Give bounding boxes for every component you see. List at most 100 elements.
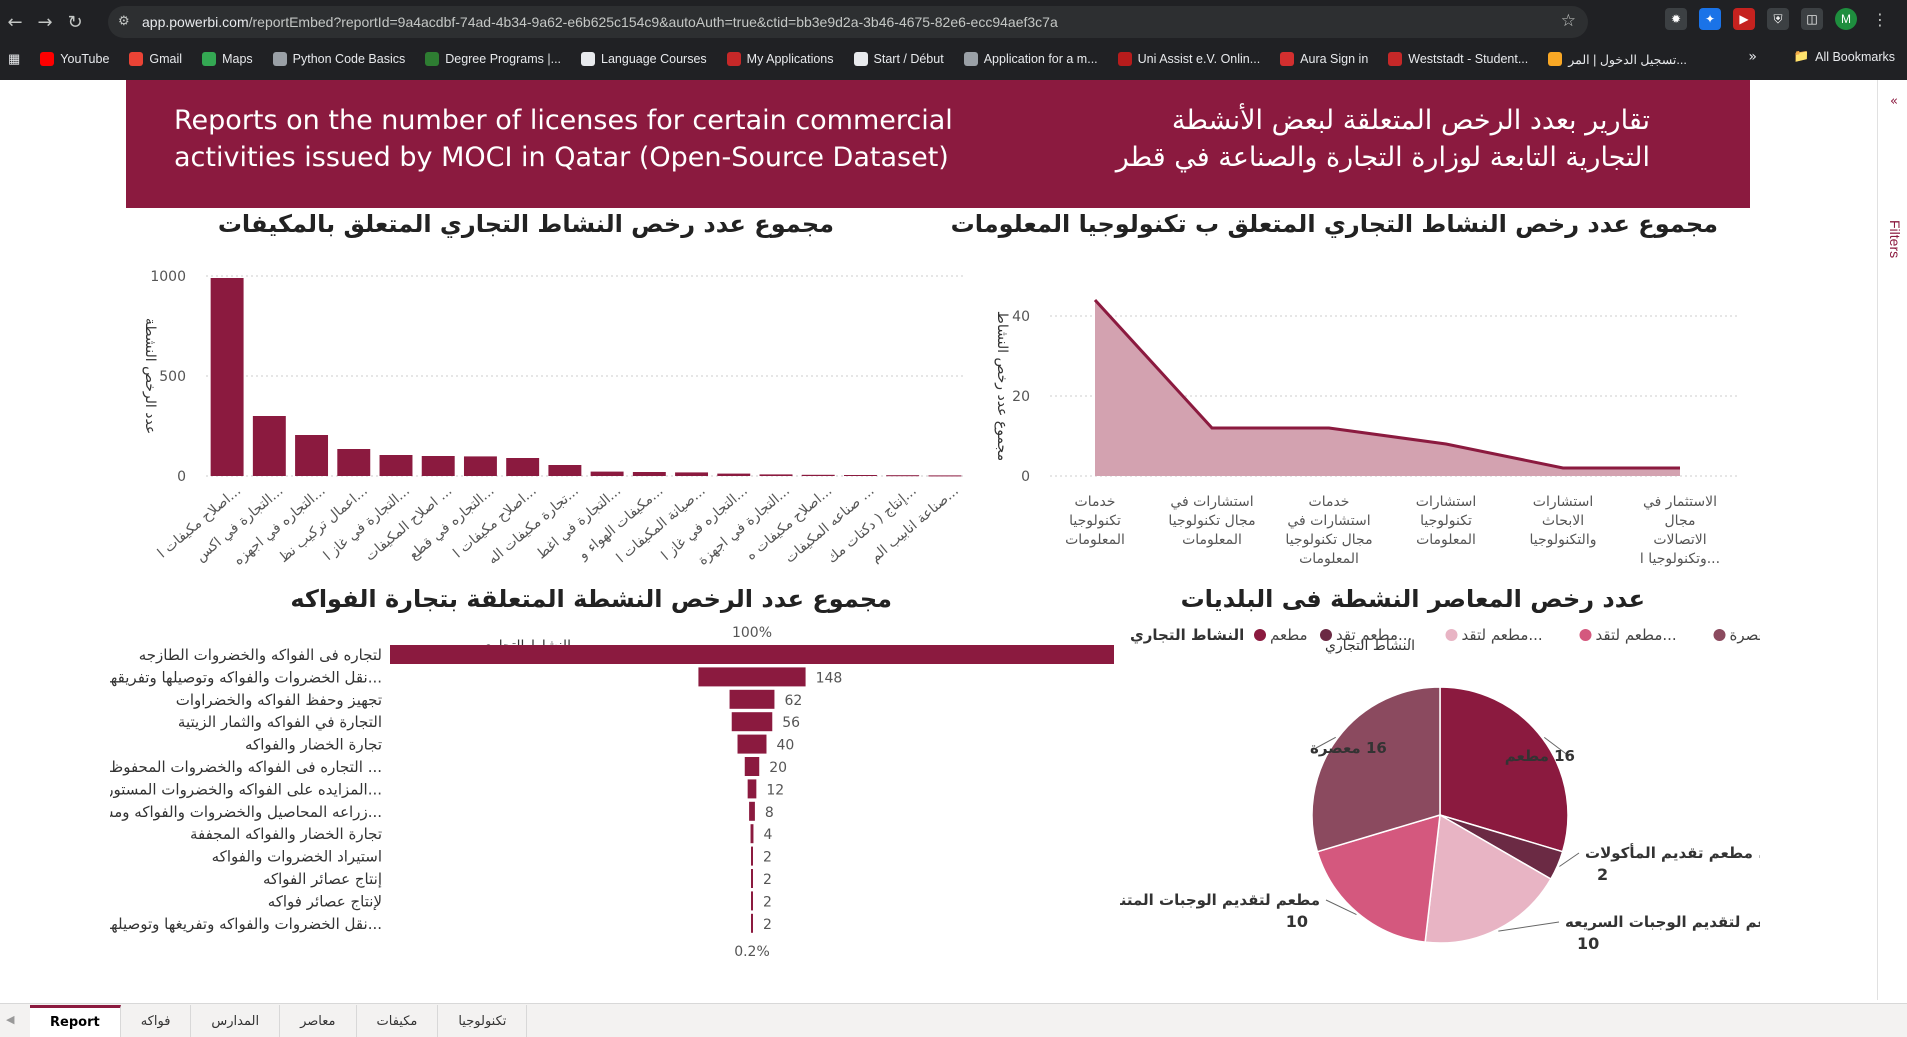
- funnel-category-label: تجهيز وحفظ الفواكه والخضراوات: [176, 691, 382, 709]
- bookmark-item[interactable]: تسجيل الدخول | المر...: [1540, 49, 1695, 70]
- address-bar[interactable]: ⚙ app.powerbi.com/reportEmbed?reportId=9…: [108, 6, 1588, 38]
- extensions: ✹ ✦ ▶ ⛨ ◫ M ⋮: [1665, 8, 1891, 30]
- funnel-value-label: 12: [766, 782, 784, 798]
- area-chart[interactable]: 0 20 40 خدمات تكنولوجيا المعلومات استشارات في م…: [980, 248, 1740, 668]
- bookmark-favicon-icon: [581, 52, 596, 66]
- bookmark-favicon-icon: [1388, 52, 1403, 66]
- bookmark-item[interactable]: Aura Sign in: [1272, 49, 1376, 70]
- bookmark-star-icon[interactable]: ☆: [1560, 11, 1576, 30]
- bar: [337, 449, 371, 476]
- bookmark-item[interactable]: Weststadt - Student...: [1380, 49, 1536, 70]
- extension-icon[interactable]: ▶: [1733, 8, 1755, 30]
- bookmark-label: Start / Début: [873, 52, 944, 66]
- pie-chart[interactable]: النشاط التجاري مطعم مطعم تقد... مطعم لتقد..…: [1120, 625, 1760, 1005]
- bookmark-favicon-icon: [272, 52, 287, 66]
- bar: [717, 473, 751, 476]
- bar: [801, 474, 835, 476]
- chevron-right-icon[interactable]: »: [1748, 49, 1757, 65]
- extension-icon[interactable]: ✦: [1699, 8, 1721, 30]
- bar: [295, 435, 329, 476]
- bookmark-item[interactable]: Python Code Basics: [265, 49, 414, 70]
- filters-label[interactable]: Filters: [1887, 220, 1903, 259]
- funnel-category-label: التجاره فى الفواكه والخضروات المحفوظه ..…: [110, 758, 382, 776]
- collapse-arrow-icon[interactable]: «: [1890, 94, 1898, 109]
- area-chart-title: مجموع عدد رخص النشاط التجاري المتعلق ب ت…: [950, 210, 1718, 238]
- bookmark-item[interactable]: My Applications: [719, 49, 842, 70]
- bookmark-item[interactable]: YouTube: [32, 49, 117, 70]
- funnel-bar: [390, 645, 1114, 664]
- pie-slice-label: 16 معصرة: [1310, 739, 1387, 757]
- y-tick-label: 0: [177, 469, 186, 485]
- bookmark-item[interactable]: Language Courses: [573, 49, 715, 70]
- bookmark-item[interactable]: Start / Début: [846, 49, 952, 70]
- tab-scroll-left-icon[interactable]: ◀: [6, 1013, 15, 1026]
- bookmark-item[interactable]: Maps: [194, 49, 261, 70]
- funnel-value-label: 148: [816, 670, 843, 686]
- x-tick-label: استشارات تكنولوجيا المعلومات: [1416, 494, 1476, 548]
- funnel-category-label: استيراد الخضروات والفواكه: [212, 848, 382, 866]
- legend-swatch: [1320, 629, 1332, 641]
- pie-slice-label: 16 مطعم: [1505, 747, 1575, 765]
- extension-icon[interactable]: ✹: [1665, 8, 1687, 30]
- bar: [590, 471, 624, 476]
- area-line: [1093, 298, 1680, 470]
- bookmarks-bar: ▦ YouTube Gmail Maps Python Code Basics Degr…: [0, 46, 1907, 72]
- puzzle-icon[interactable]: ◫: [1801, 8, 1823, 30]
- bookmark-label: Degree Programs |...: [445, 52, 562, 66]
- page-tab[interactable]: المدارس: [191, 1005, 281, 1037]
- bookmark-label: Weststadt - Student...: [1408, 52, 1529, 66]
- bookmark-label: Aura Sign in: [1300, 52, 1369, 66]
- page-tab[interactable]: Report: [30, 1005, 121, 1037]
- pie-slice-value: 2: [1597, 865, 1608, 884]
- bar: [843, 475, 877, 476]
- funnel-value-label: 2: [763, 850, 772, 866]
- legend-swatch: [1579, 629, 1592, 641]
- back-icon[interactable]: ←: [7, 11, 23, 33]
- funnel-bar: [731, 712, 773, 732]
- bookmark-favicon-icon: [129, 52, 144, 66]
- all-bookmarks[interactable]: 📁 All Bookmarks: [1793, 49, 1895, 64]
- funnel-category-label: زراعه المحاصيل والخضروات والفواكه ومشا..…: [110, 803, 382, 821]
- bar: [632, 472, 666, 476]
- bar: [379, 455, 413, 476]
- legend-label: مطعم: [1270, 626, 1308, 644]
- bar: [928, 475, 962, 477]
- funnel-bar: [729, 689, 775, 709]
- avatar[interactable]: M: [1835, 8, 1857, 30]
- reload-icon[interactable]: ↻: [67, 11, 83, 33]
- page-tab[interactable]: مكيفات: [357, 1005, 439, 1037]
- bookmark-item[interactable]: Gmail: [121, 49, 190, 70]
- funnel-bar: [749, 801, 755, 821]
- bookmark-favicon-icon: [853, 52, 868, 66]
- funnel-chart[interactable]: 100% لتجاره فى الفواكه والخضروات الطازجه ن…: [110, 625, 1120, 1005]
- folder-icon: 📁: [1793, 49, 1810, 63]
- funnel-bar: [751, 891, 753, 911]
- bookmark-label: Maps: [222, 52, 253, 66]
- bookmark-item[interactable]: Application for a m...: [956, 49, 1106, 70]
- bookmark-favicon-icon: [1280, 52, 1295, 66]
- bookmark-favicon-icon: [202, 52, 217, 66]
- bookmark-item[interactable]: Degree Programs |...: [417, 49, 569, 70]
- shield-icon[interactable]: ⛨: [1767, 8, 1789, 30]
- apps-icon[interactable]: ▦: [8, 51, 21, 66]
- bookmark-label: Application for a m...: [983, 52, 1098, 66]
- page-tab[interactable]: فواكه: [121, 1005, 192, 1037]
- bookmark-favicon-icon: [1117, 52, 1132, 66]
- page-tab[interactable]: معاصر: [280, 1005, 357, 1037]
- bookmark-item[interactable]: Uni Assist e.V. Onlin...: [1110, 49, 1269, 70]
- funnel-bar: [751, 913, 753, 933]
- bar: [506, 458, 540, 476]
- x-tick-label: خدمات استشارات في مجال تكنولوجيا المعلومات: [1285, 494, 1372, 567]
- forward-icon[interactable]: →: [37, 11, 53, 33]
- legend-label: مطعم لتقد...: [1462, 626, 1543, 644]
- funnel-bottom-pct: 0.2%: [734, 944, 770, 960]
- bookmark-favicon-icon: [425, 52, 440, 66]
- site-info-icon[interactable]: ⚙: [118, 13, 130, 28]
- pie-slice: [1439, 686, 1569, 853]
- filters-pane[interactable]: « Filters: [1877, 80, 1907, 1000]
- funnel-value-label: 2: [763, 872, 772, 888]
- pie-slice: [1424, 813, 1552, 944]
- page-tab[interactable]: تكنولوجيا: [438, 1005, 528, 1037]
- menu-icon[interactable]: ⋮: [1872, 9, 1888, 29]
